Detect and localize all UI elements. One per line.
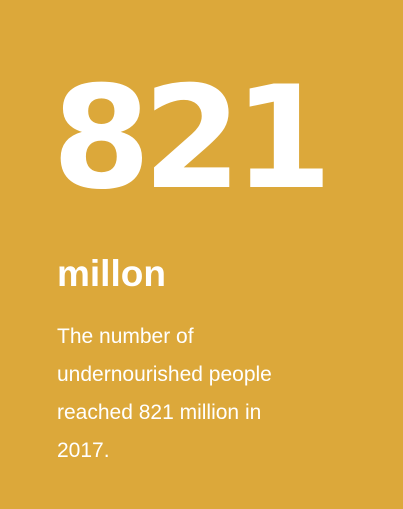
description-line: undernourished people xyxy=(57,363,272,386)
description-line: The number of xyxy=(57,325,194,348)
stat-unit: millon xyxy=(57,253,166,294)
description-line: 2017. xyxy=(57,439,110,462)
stat-description: The number of undernourished people reac… xyxy=(57,318,357,470)
stat-value: 821 xyxy=(52,56,332,221)
description-line: reached 821 million in xyxy=(57,401,262,424)
